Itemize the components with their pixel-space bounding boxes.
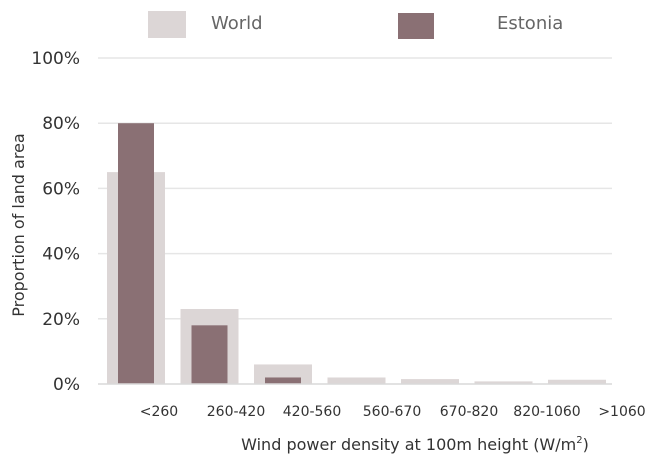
bar-estonia-1 [191,325,228,384]
y-tick-label: 100% [31,49,80,69]
x-tick-label: 560-670 [363,404,422,420]
gridlines [98,57,612,320]
legend-label-estonia: Estonia [497,13,563,34]
x-tick-labels: <260 260-420 420-560 560-670 670-820 820-1060… [140,404,646,420]
y-tick-label: 0% [53,375,80,395]
legend-swatch-estonia [398,13,434,39]
bar-world-5 [474,381,533,384]
y-tick-label: 20% [42,310,80,330]
x-tick-label: 420-560 [283,404,342,420]
bar-world-3 [327,377,386,384]
x-tick-label: 260-420 [207,404,266,420]
bar-estonia-2 [265,377,301,384]
legend-swatch-world [148,11,186,38]
legend-label-world: World [211,13,263,34]
x-tick-label: 670-820 [440,404,499,420]
x-tick-label: <260 [140,404,178,420]
bar-estonia-0 [118,123,154,384]
y-tick-label: 60% [42,179,80,199]
x-tick-label: >1060 [598,404,645,420]
y-axis-label: Proportion of land area [9,133,28,316]
bar-world-4 [401,379,459,384]
x-tick-label: 820-1060 [513,404,580,420]
legend: World Estonia [148,11,563,39]
y-tick-label: 80% [42,114,80,134]
y-tick-labels: 0% 20% 40% 60% 80% 100% [31,49,80,395]
y-tick-label: 40% [42,245,80,265]
bar-world-6 [548,379,606,384]
bars [107,123,606,384]
x-axis-label: Wind power density at 100m height (W/m2) [241,435,589,454]
